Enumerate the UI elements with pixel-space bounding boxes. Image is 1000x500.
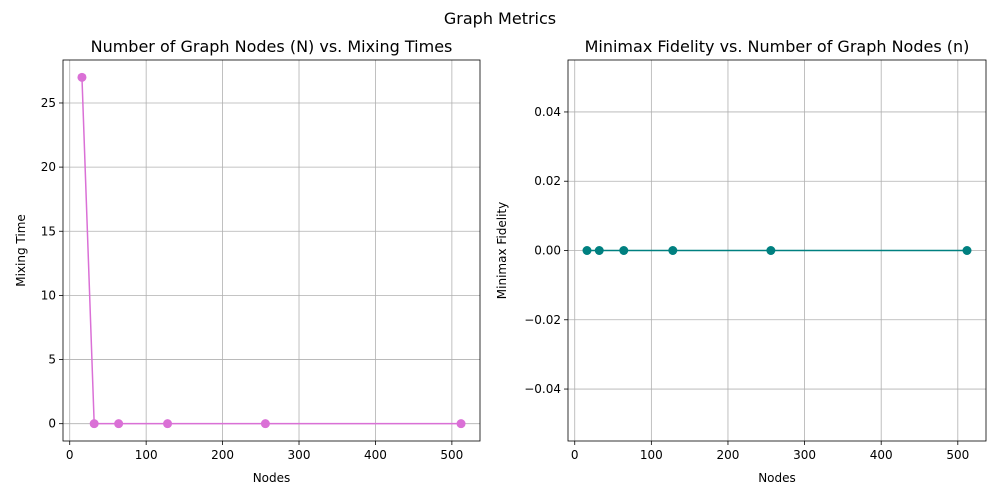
mixing-data-point (163, 419, 173, 429)
mixing-series-line (81, 77, 462, 425)
mixing-x-tick-label: 100 (135, 448, 158, 462)
fidelity-data-point (582, 246, 592, 255)
mixing-x-tick-label: 400 (364, 448, 387, 462)
fidelity-x-tick-label: 500 (946, 448, 969, 462)
fidelity-y-tick-label: 0.02 (534, 174, 561, 188)
mixing-x-tick-label: 300 (288, 448, 311, 462)
mixing-plot-title: Number of Graph Nodes (N) vs. Mixing Tim… (91, 37, 453, 56)
mixing-axes-frame (62, 59, 481, 442)
fidelity-plot-title: Minimax Fidelity vs. Number of Graph Nod… (585, 37, 970, 56)
mixing-y-axis-label: Mixing Time (14, 214, 28, 287)
fidelity-x-tick-label: 300 (793, 448, 816, 462)
mixing-x-tick-label: 500 (440, 448, 463, 462)
mixing-data-point (260, 419, 270, 429)
fidelity-x-tick-label: 100 (640, 448, 663, 462)
fidelity-x-tick-label: 400 (870, 448, 893, 462)
fidelity-y-axis-label: Minimax Fidelity (495, 202, 509, 299)
mixing-time-plot: 0 100 200 300 400 500 0 5 10 15 20 25 Number of Grap… (14, 37, 481, 485)
mixing-data-point (114, 419, 124, 429)
fidelity-data-point (962, 246, 972, 255)
mixing-y-tick-label: 20 (41, 160, 56, 174)
fidelity-y-tick-label: −0.02 (524, 313, 561, 327)
figure-title: Graph Metrics (444, 9, 556, 28)
fidelity-data-point (594, 246, 604, 255)
mixing-x-tick-label: 200 (211, 448, 234, 462)
mixing-y-tick-label: 15 (41, 224, 56, 238)
mixing-data-point (456, 419, 466, 429)
mixing-x-axis-label: Nodes (253, 471, 291, 485)
mixing-y-tick-label: 0 (48, 417, 56, 431)
fidelity-data-point (668, 246, 678, 255)
mixing-y-tick-label: 25 (41, 96, 56, 110)
fidelity-x-tick-label: 200 (717, 448, 740, 462)
mixing-y-tick-label: 10 (41, 288, 56, 302)
fidelity-y-tick-label: −0.04 (524, 382, 561, 396)
fidelity-y-tick-label: 0.00 (534, 244, 561, 258)
mixing-y-tick-label: 5 (48, 353, 56, 367)
fidelity-data-point (619, 246, 629, 255)
fidelity-data-point (766, 246, 776, 255)
mixing-x-tick-label: 0 (66, 448, 74, 462)
minimax-fidelity-plot: 0 100 200 300 400 500 −0.04 −0.02 0.00 0.02 0.04 Mi… (495, 37, 987, 485)
mixing-data-point (77, 72, 87, 82)
mixing-data-point (89, 419, 99, 429)
fidelity-x-axis-label: Nodes (758, 471, 796, 485)
fidelity-y-tick-label: 0.04 (534, 105, 561, 119)
fidelity-x-tick-label: 0 (571, 448, 579, 462)
